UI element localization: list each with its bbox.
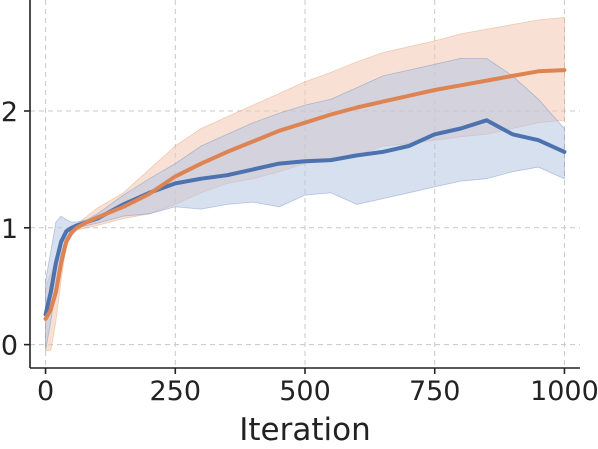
x-axis-title: Iteration <box>239 412 371 448</box>
x-tick-label: 1000 <box>530 376 598 407</box>
x-tick-label: 250 <box>150 376 202 407</box>
series-lines <box>43 68 567 321</box>
series-1-line <box>43 68 567 321</box>
ticks: 0 250 500 750 1000 0 1 2 <box>1 97 598 407</box>
series-2-band <box>45 58 565 351</box>
confidence-bands <box>45 17 565 351</box>
x-tick-label: 0 <box>37 376 54 407</box>
x-tick-label: 750 <box>409 376 461 407</box>
series-2-line <box>43 118 567 317</box>
y-tick-label: 2 <box>1 97 18 128</box>
x-tick-label: 500 <box>279 376 331 407</box>
y-tick-label: 1 <box>1 214 18 245</box>
y-tick-label: 0 <box>1 331 18 362</box>
